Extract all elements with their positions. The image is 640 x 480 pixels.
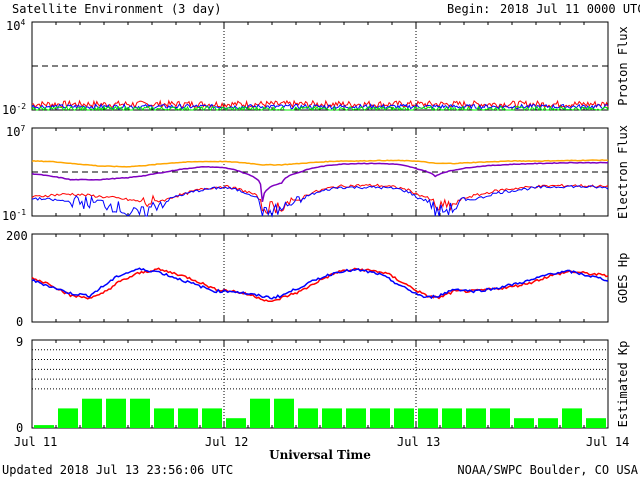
kp-bar: [394, 408, 414, 428]
proton-ytick-top: 104: [6, 18, 25, 33]
kp-bar: [58, 408, 78, 428]
proton-ytick-bottom-exp: -2: [16, 102, 26, 111]
proton-flux-ylabel: Proton Flux: [616, 26, 630, 105]
hp-ytick-bottom: 0: [16, 315, 23, 329]
electron-flux-series-purple: [31, 161, 609, 202]
xtick-jul13: Jul 13: [397, 435, 440, 449]
electron-ytick-top: 107: [6, 124, 25, 139]
proton-ytick-top-exp: 4: [20, 18, 25, 27]
kp-ylabel: Estimated Kp: [616, 341, 630, 428]
goes-hp-series-red: [31, 267, 609, 303]
kp-bar: [82, 398, 102, 428]
kp-bar: [106, 398, 126, 428]
kp-bar: [490, 408, 510, 428]
plot-title: Satellite Environment (3 day): [12, 2, 222, 16]
kp-bar: [322, 408, 342, 428]
electron-flux-plot: [31, 128, 609, 218]
kp-bar: [178, 408, 198, 428]
kp-bar: [34, 425, 54, 428]
proton-flux-panel: [31, 21, 609, 111]
kp-bar: [226, 418, 246, 428]
kp-bar: [586, 418, 606, 428]
xtick-jul11: Jul 11: [14, 435, 57, 449]
kp-bar: [562, 408, 582, 428]
electron-flux-series-red: [31, 183, 609, 215]
goes-hp-series-blue: [31, 267, 609, 300]
proton-ytick-bottom: 10-2: [2, 102, 26, 117]
kp-bar: [298, 408, 318, 428]
kp-bar: [346, 408, 366, 428]
proton-flux-plot: [31, 22, 609, 112]
electron-ytick-top-exp: 7: [20, 124, 25, 133]
x-axis-label: Universal Time: [269, 448, 371, 462]
proton-flux-y-ticks: 104 10-2: [2, 18, 26, 117]
hp-ytick-top: 200: [6, 229, 28, 243]
kp-bar: [202, 408, 222, 428]
kp-ytick-bottom: 0: [16, 421, 23, 435]
electron-flux-ylabel: Electron Flux: [616, 125, 630, 219]
kp-bar: [370, 408, 390, 428]
xtick-jul12: Jul 12: [205, 435, 248, 449]
xtick-jul14: Jul 14: [586, 435, 629, 449]
kp-ytick-top: 9: [16, 335, 23, 349]
kp-bar: [130, 398, 150, 428]
begin-value: 2018 Jul 11 0000 UTC: [500, 2, 640, 16]
goes-hp-panel: [31, 233, 609, 323]
begin-label: Begin:: [447, 2, 490, 16]
source-credit: NOAA/SWPC Boulder, CO USA: [457, 463, 638, 477]
electron-flux-series-orange: [31, 159, 608, 168]
electron-ytick-bottom-exp: -1: [16, 208, 26, 217]
electron-ytick-bottom: 10-1: [2, 208, 26, 223]
kp-bar: [154, 408, 174, 428]
kp-bar: [418, 408, 438, 428]
kp-bar: [538, 418, 558, 428]
goes-hp-plot: [31, 234, 609, 322]
kp-bar: [466, 408, 486, 428]
kp-plot: [31, 340, 609, 428]
proton-flux-series-green: [31, 105, 609, 112]
kp-bar: [514, 418, 534, 428]
electron-flux-y-ticks: 107 10-1: [2, 124, 26, 223]
goes-hp-ylabel: GOES Hp: [616, 253, 630, 304]
updated-timestamp: Updated 2018 Jul 13 23:56:06 UTC: [2, 463, 233, 477]
kp-bar: [274, 398, 294, 428]
day-separators: [223, 22, 417, 428]
electron-flux-series-blue: [31, 185, 609, 218]
kp-bar: [442, 408, 462, 428]
kp-bar: [250, 398, 270, 428]
